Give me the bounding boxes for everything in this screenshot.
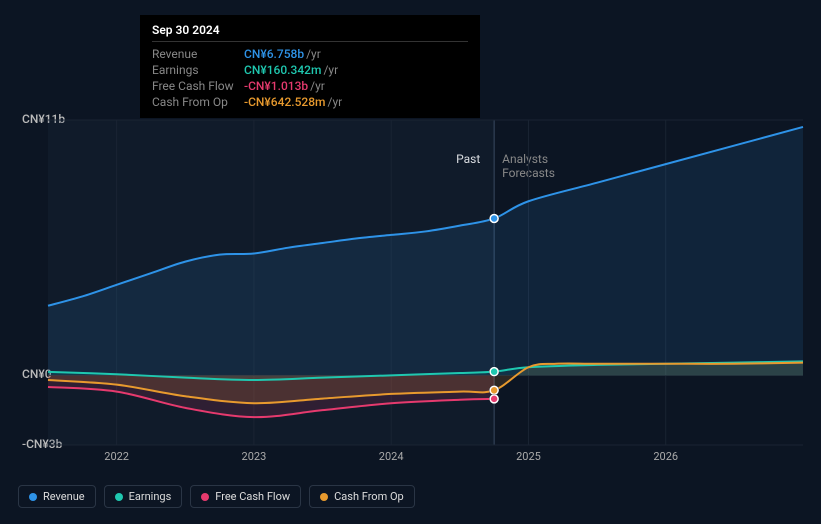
line-chart-svg: [18, 120, 803, 445]
legend-item[interactable]: Free Cash Flow: [190, 485, 301, 508]
tooltip-row: Cash From Op-CN¥642.528m /yr: [152, 94, 468, 110]
tooltip-label: Earnings: [152, 63, 244, 77]
legend-dot-icon: [201, 493, 209, 501]
tooltip-label: Revenue: [152, 47, 244, 61]
tooltip-value: CN¥160.342m: [244, 63, 321, 77]
x-axis-tick: 2023: [242, 450, 267, 463]
legend-label: Free Cash Flow: [215, 490, 290, 503]
x-axis-tick: 2022: [104, 450, 129, 463]
tooltip-value: CN¥6.758b: [244, 47, 304, 61]
hover-tooltip: Sep 30 2024 RevenueCN¥6.758b /yrEarnings…: [140, 15, 480, 118]
legend: Revenue Earnings Free Cash Flow Cash From O…: [18, 485, 415, 508]
x-axis-tick: 2026: [653, 450, 678, 463]
x-axis-tick: 2025: [516, 450, 541, 463]
legend-dot-icon: [115, 493, 123, 501]
legend-item[interactable]: Earnings: [104, 485, 183, 508]
tooltip-suffix: /yr: [310, 79, 325, 93]
legend-item[interactable]: Cash From Op: [309, 485, 415, 508]
tooltip-suffix: /yr: [328, 95, 343, 109]
tooltip-suffix: /yr: [306, 47, 321, 61]
legend-label: Revenue: [43, 490, 85, 503]
legend-label: Cash From Op: [334, 490, 404, 503]
tooltip-label: Cash From Op: [152, 95, 244, 109]
x-axis-tick: 2024: [379, 450, 404, 463]
legend-dot-icon: [320, 493, 328, 501]
legend-item[interactable]: Revenue: [18, 485, 96, 508]
tooltip-row: RevenueCN¥6.758b /yr: [152, 46, 468, 62]
legend-label: Earnings: [129, 490, 172, 503]
x-axis: 2022 2023 2024 2025 2026: [18, 450, 803, 470]
tooltip-value: -CN¥1.013b: [244, 79, 308, 93]
tooltip-row: EarningsCN¥160.342m /yr: [152, 62, 468, 78]
legend-dot-icon: [29, 493, 37, 501]
tooltip-value: -CN¥642.528m: [244, 95, 326, 109]
tooltip-row: Free Cash Flow-CN¥1.013b /yr: [152, 78, 468, 94]
tooltip-date: Sep 30 2024: [152, 23, 468, 42]
tooltip-suffix: /yr: [323, 63, 338, 77]
chart-area[interactable]: [18, 120, 803, 445]
tooltip-label: Free Cash Flow: [152, 79, 244, 93]
